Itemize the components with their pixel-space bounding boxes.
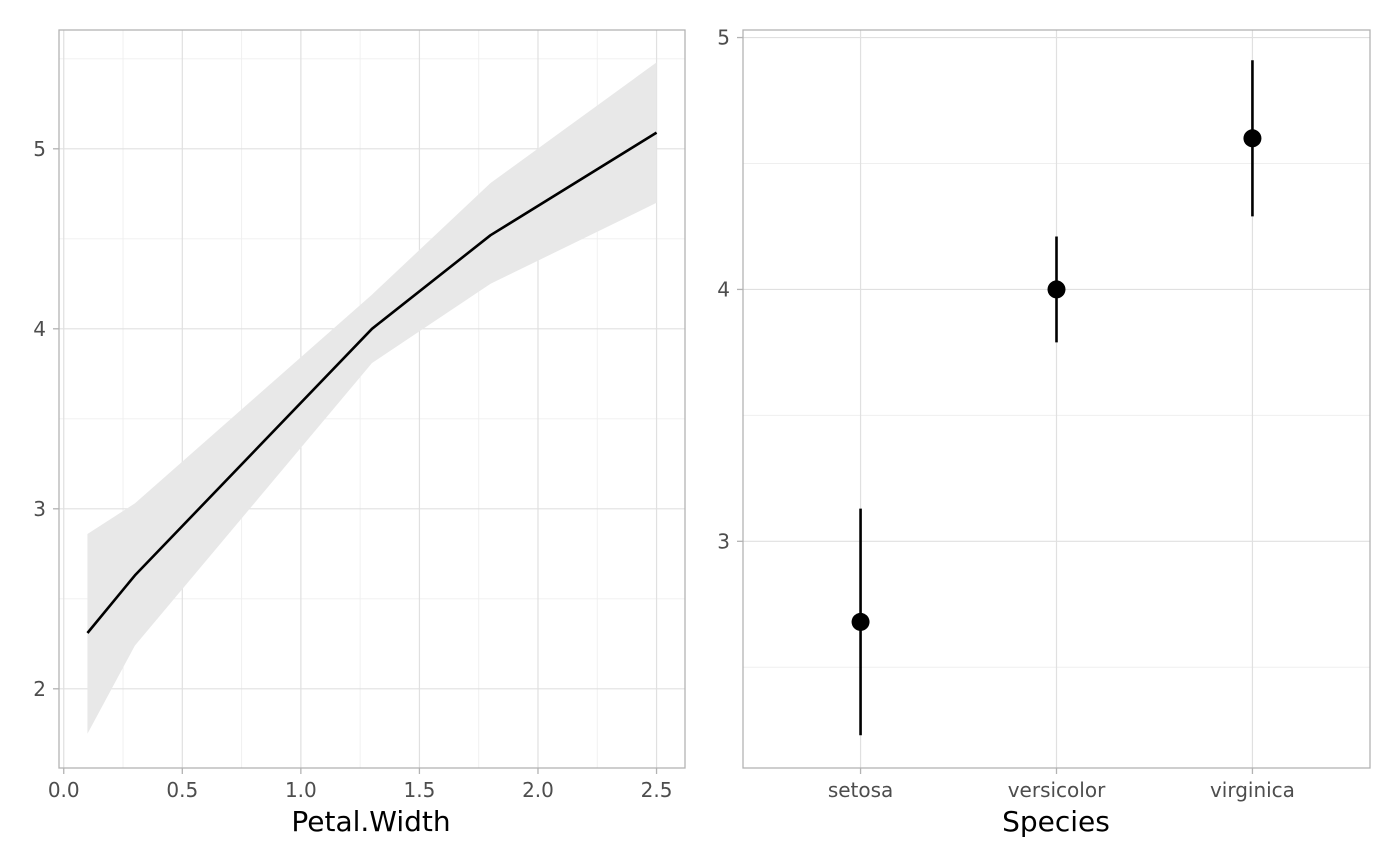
left-panel: 0.0 0.5 1.0 1.5 2.0 2.5 2 3 4 5: [33, 29, 686, 802]
x-tick-label-versicolor: versicolor: [1008, 778, 1106, 802]
y-tick-label: 5: [717, 26, 730, 50]
x-axis-title-species: Species: [1002, 805, 1110, 838]
x-tick-label: 0.5: [166, 778, 198, 802]
x-tick-label: 1.5: [404, 778, 436, 802]
x-tick-label-virginica: virginica: [1210, 778, 1295, 802]
y-tick-label: 4: [33, 317, 46, 341]
confidence-band: [87, 62, 657, 734]
x-axis-title-petal-width: Petal.Width: [291, 805, 450, 838]
x-tick-label-setosa: setosa: [828, 778, 893, 802]
panel-border: [58, 29, 686, 769]
x-tick-label: 1.0: [285, 778, 317, 802]
point-virginica: [1243, 129, 1262, 148]
x-tick-label: 0.0: [48, 778, 80, 802]
point-versicolor: [1047, 280, 1066, 299]
y-tick-label: 2: [33, 677, 46, 701]
right-panel: setosa versicolor virginica 3 4 5: [717, 26, 1371, 802]
y-tick-label: 4: [717, 277, 730, 301]
point-setosa: [851, 612, 870, 631]
x-tick-label: 2.0: [522, 778, 554, 802]
y-tick-label: 3: [33, 497, 46, 521]
x-tick-label: 2.5: [641, 778, 673, 802]
y-tick-label: 5: [33, 137, 46, 161]
prediction-line: [86, 131, 658, 634]
y-tick-label: 3: [717, 529, 730, 553]
